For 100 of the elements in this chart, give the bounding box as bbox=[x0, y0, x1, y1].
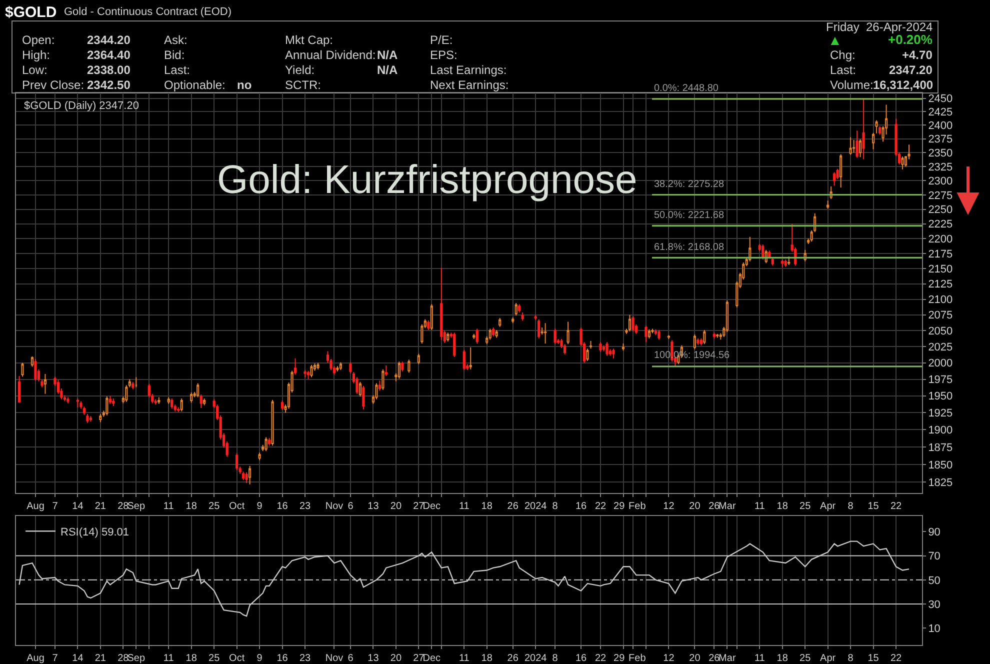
ref-line-label: 38.2%: 2275.28 bbox=[654, 179, 724, 190]
candlestick bbox=[716, 333, 719, 338]
candlestick bbox=[771, 257, 774, 266]
x-tick-label: Mar bbox=[718, 653, 736, 664]
candlestick bbox=[196, 382, 200, 398]
x-tick-label: 27 bbox=[413, 501, 425, 512]
chart-subtitle: Gold - Continuous Contract (EOD) bbox=[64, 6, 232, 18]
candlestick bbox=[408, 359, 410, 374]
y-tick-label: 2150 bbox=[928, 263, 953, 276]
text: 2364.40 bbox=[87, 48, 131, 62]
candlestick bbox=[748, 236, 752, 262]
candlestick bbox=[417, 353, 420, 365]
candlestick bbox=[856, 130, 858, 158]
candlestick bbox=[469, 346, 472, 370]
text: N/A bbox=[377, 48, 398, 62]
x-tick-label: 27 bbox=[413, 653, 425, 664]
y-tick-label: 1875 bbox=[928, 442, 953, 454]
x-tick-label: Oct bbox=[229, 653, 245, 664]
candlestick bbox=[875, 120, 878, 134]
x-tick-label: 16 bbox=[276, 501, 288, 512]
candlestick bbox=[644, 325, 648, 343]
candlestick bbox=[66, 396, 70, 404]
x-tick-label: 21 bbox=[94, 501, 106, 512]
candlestick bbox=[268, 438, 271, 446]
candlestick bbox=[534, 314, 537, 320]
candlestick bbox=[236, 452, 238, 471]
x-tick-label: 20 bbox=[689, 501, 701, 512]
x-tick-label: 28 bbox=[118, 653, 130, 664]
y-tick-label: 10 bbox=[928, 622, 940, 635]
text: no bbox=[237, 78, 252, 92]
candlestick bbox=[398, 361, 400, 380]
candlestick bbox=[840, 154, 842, 188]
legend-label: RSI(14) 59.01 bbox=[60, 526, 130, 538]
candlestick bbox=[89, 416, 92, 422]
x-tick-label: 20 bbox=[390, 653, 402, 664]
candlestick bbox=[304, 370, 306, 378]
ref-line-label: 61.8%: 2168.08 bbox=[654, 242, 724, 253]
candlestick bbox=[654, 328, 658, 336]
x-tick-label: Feb bbox=[628, 653, 646, 664]
x-tick-label: 25 bbox=[800, 653, 812, 664]
candlestick bbox=[632, 316, 634, 332]
text: 2342.50 bbox=[87, 78, 131, 92]
x-tick-label: 6 bbox=[348, 653, 354, 664]
y-tick-label: 2250 bbox=[928, 204, 953, 216]
y-tick-label: 1950 bbox=[928, 390, 953, 403]
x-tick-label: 11 bbox=[163, 501, 174, 512]
candlestick bbox=[476, 328, 478, 344]
candlestick bbox=[488, 328, 492, 340]
candlestick bbox=[472, 333, 476, 340]
candlestick bbox=[703, 330, 706, 345]
candlestick bbox=[248, 465, 252, 485]
candlestick bbox=[566, 321, 570, 345]
y-tick-label: 2050 bbox=[928, 326, 953, 338]
candlestick bbox=[336, 366, 339, 372]
x-tick-label: 2024 bbox=[524, 653, 548, 664]
candlestick bbox=[784, 259, 787, 268]
candlestick bbox=[167, 396, 170, 404]
x-tick-label: 18 bbox=[776, 501, 788, 512]
candlestick bbox=[453, 332, 456, 358]
candlestick bbox=[158, 396, 160, 404]
text: Volume: bbox=[830, 78, 874, 92]
candlestick bbox=[106, 396, 108, 416]
candlestick bbox=[358, 381, 362, 398]
y-tick-label: 1850 bbox=[928, 459, 953, 472]
x-tick-label: 8 bbox=[552, 501, 558, 512]
x-tick-label: Nov bbox=[325, 653, 344, 664]
text: EPS: bbox=[430, 48, 458, 62]
candlestick bbox=[440, 267, 443, 340]
x-tick-label: Aug bbox=[26, 501, 44, 512]
y-tick-label: 2075 bbox=[928, 310, 953, 322]
candlestick bbox=[514, 302, 518, 316]
x-tick-label: 26 bbox=[708, 501, 720, 512]
candlestick bbox=[349, 362, 352, 374]
candlestick bbox=[430, 304, 433, 331]
candlestick bbox=[44, 374, 47, 394]
candlestick bbox=[446, 332, 450, 342]
x-tick-label: 8 bbox=[552, 653, 558, 664]
x-tick-label: 23 bbox=[299, 653, 312, 664]
x-tick-label: 7 bbox=[52, 501, 58, 512]
y-tick-label: 2000 bbox=[928, 358, 953, 370]
candlestick bbox=[512, 316, 514, 324]
y-tick-label: 50 bbox=[928, 574, 940, 587]
candlestick bbox=[271, 399, 274, 446]
x-tick-label: 13 bbox=[368, 653, 380, 664]
candlestick bbox=[518, 304, 521, 313]
candlestick bbox=[427, 320, 430, 331]
candlestick bbox=[521, 312, 524, 322]
text: Optionable: bbox=[164, 78, 226, 92]
candlestick bbox=[700, 338, 702, 346]
candlestick bbox=[76, 398, 79, 408]
x-tick-label: 22 bbox=[594, 653, 607, 664]
candlestick bbox=[401, 361, 404, 372]
candlestick bbox=[306, 370, 310, 380]
x-tick-label: 15 bbox=[868, 653, 880, 664]
text: P/E: bbox=[430, 33, 453, 47]
x-tick-label: 18 bbox=[186, 653, 198, 664]
candlestick bbox=[378, 380, 381, 392]
x-tick-label: 15 bbox=[868, 501, 880, 512]
candlestick bbox=[712, 332, 716, 339]
text: N/A bbox=[377, 63, 398, 77]
